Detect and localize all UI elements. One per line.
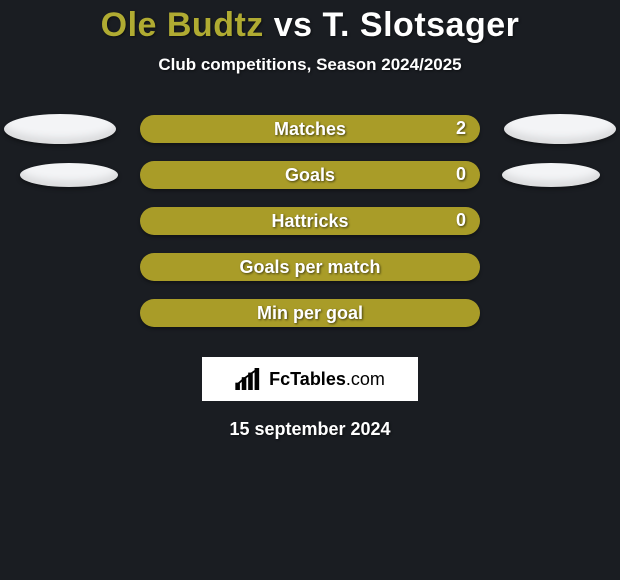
stat-bar: Min per goal bbox=[140, 299, 480, 327]
player1-marker bbox=[20, 163, 118, 187]
stat-value-right: 0 bbox=[456, 210, 466, 231]
stat-row: Hattricks 0 bbox=[0, 203, 620, 249]
stat-bar: Goals 0 bbox=[140, 161, 480, 189]
stat-row: Goals per match bbox=[0, 249, 620, 295]
stat-label: Goals bbox=[285, 165, 335, 186]
stat-bar: Hattricks 0 bbox=[140, 207, 480, 235]
comparison-title: Ole Budtz vs T. Slotsager bbox=[0, 0, 620, 45]
player2-marker bbox=[504, 114, 616, 144]
stat-label: Hattricks bbox=[271, 211, 348, 232]
vs-text: vs bbox=[274, 6, 313, 44]
stat-label: Goals per match bbox=[239, 257, 380, 278]
player2-marker bbox=[502, 163, 600, 187]
stat-row: Matches 2 bbox=[0, 111, 620, 157]
player1-marker bbox=[4, 114, 116, 144]
stat-bar: Goals per match bbox=[140, 253, 480, 281]
brand-domain: .com bbox=[346, 369, 385, 389]
brand-text: FcTables.com bbox=[269, 369, 385, 390]
stat-row: Min per goal bbox=[0, 295, 620, 341]
stat-value-right: 2 bbox=[456, 118, 466, 139]
stat-value-right: 0 bbox=[456, 164, 466, 185]
stat-rows: Matches 2 Goals 0 Hattricks 0 Goals per match M… bbox=[0, 111, 620, 341]
stat-bar: Matches 2 bbox=[140, 115, 480, 143]
stat-row: Goals 0 bbox=[0, 157, 620, 203]
stat-label: Min per goal bbox=[257, 303, 363, 324]
player2-name: T. Slotsager bbox=[323, 6, 520, 44]
brand-name: FcTables bbox=[269, 369, 346, 389]
bars-icon bbox=[235, 368, 265, 390]
subtitle: Club competitions, Season 2024/2025 bbox=[0, 55, 620, 75]
stat-label: Matches bbox=[274, 119, 346, 140]
brand-badge: FcTables.com bbox=[202, 357, 418, 401]
player1-name: Ole Budtz bbox=[101, 6, 264, 44]
date-text: 15 september 2024 bbox=[0, 419, 620, 440]
